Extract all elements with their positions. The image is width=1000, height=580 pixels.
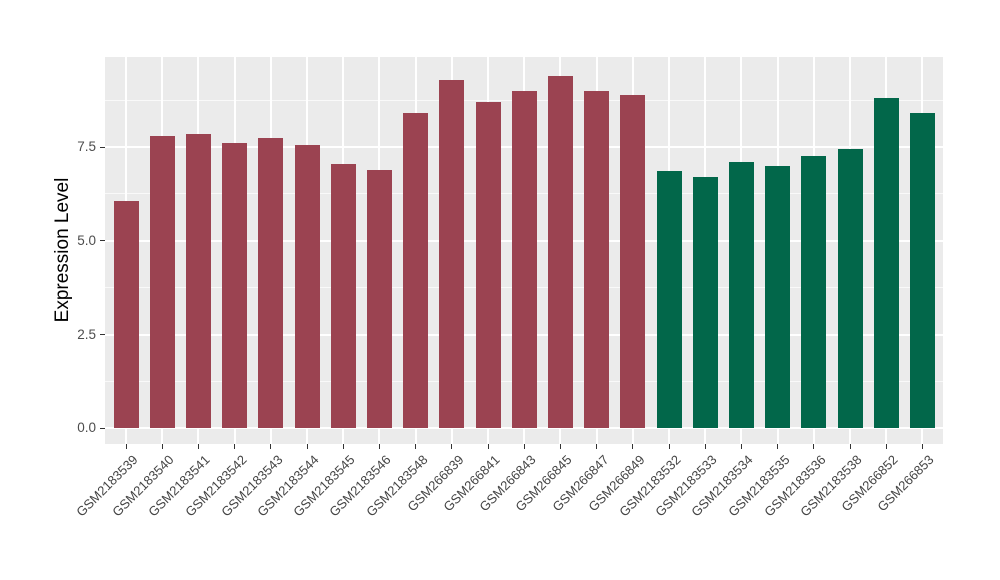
bar [222,143,248,429]
x-tick-mark [487,444,489,449]
x-tick-mark [306,444,308,449]
y-tick-label: 2.5 [77,326,96,342]
plot-panel [105,57,943,444]
x-tick-mark [523,444,525,449]
bar [113,201,139,429]
bar [258,137,284,429]
y-tick-mark [100,240,105,242]
bar [547,75,573,429]
x-tick-mark [161,444,163,449]
x-tick-mark [125,444,127,449]
bar [330,163,356,429]
y-axis-title: Expression Level [52,177,73,323]
bar [620,94,646,429]
x-tick-mark [415,444,417,449]
x-tick-mark [270,444,272,449]
bar [873,98,899,429]
y-tick-mark [100,146,105,148]
bar [765,165,791,429]
bar [801,156,827,429]
y-tick-label: 0.0 [77,420,96,436]
bar [475,102,501,429]
x-tick-mark [596,444,598,449]
x-tick-mark [849,444,851,449]
bar [728,162,754,429]
x-tick-mark [197,444,199,449]
y-tick-label: 7.5 [77,139,96,154]
x-tick-mark [342,444,344,449]
x-tick-mark [378,444,380,449]
x-tick-mark [921,444,923,449]
bar [185,133,211,429]
x-tick-mark [777,444,779,449]
bar [584,90,610,429]
x-tick-mark [885,444,887,449]
bar [403,113,429,429]
y-tick-label: 5.0 [77,232,96,248]
bar [656,171,682,429]
x-tick-mark [234,444,236,449]
x-tick-mark [704,444,706,449]
bar [511,90,537,429]
x-tick-mark [740,444,742,449]
bar [366,169,392,429]
x-tick-mark [668,444,670,449]
bar [149,135,175,429]
bar [692,177,718,429]
bar [837,148,863,429]
x-tick-mark [813,444,815,449]
x-tick-mark [632,444,634,449]
y-tick-mark [100,427,105,429]
bar [439,79,465,429]
bar [294,145,320,429]
x-tick-mark [451,444,453,449]
y-tick-mark [100,334,105,335]
bar [909,113,935,429]
x-tick-mark [559,444,561,449]
